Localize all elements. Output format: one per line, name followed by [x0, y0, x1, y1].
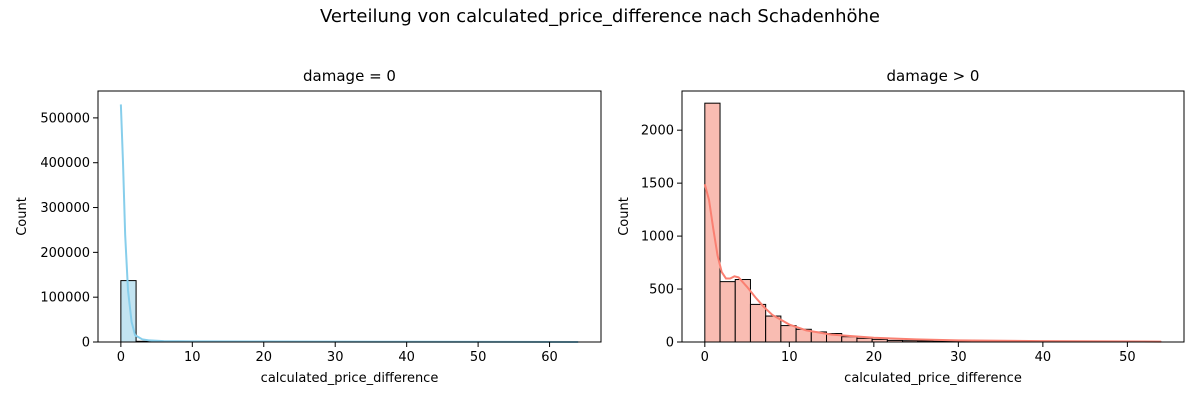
y-tick-label: 400000	[40, 156, 90, 171]
x-tick-label: 0	[117, 350, 125, 365]
chart-title: damage > 0	[887, 67, 980, 85]
x-tick-label: 50	[1119, 350, 1136, 365]
chart-title: damage = 0	[303, 67, 396, 85]
x-tick-label: 30	[327, 350, 344, 365]
x-tick-label: 40	[398, 350, 415, 365]
y-tick-label: 1500	[641, 177, 674, 192]
y-tick-label: 1000	[641, 230, 674, 245]
y-tick-label: 2000	[641, 124, 674, 139]
x-tick-label: 50	[470, 350, 487, 365]
y-tick-label: 500	[649, 283, 674, 298]
panel-damage-zero: damage = 0 0 10 20 30 40 50 60 0 100000 200000 30…	[15, 67, 602, 386]
x-axis-label: calculated_price_difference	[844, 371, 1022, 386]
y-tick-label: 0	[666, 336, 674, 351]
x-tick-label: 10	[184, 350, 201, 365]
histogram-bars	[704, 102, 1162, 343]
x-axis-label: calculated_price_difference	[261, 371, 439, 386]
histogram-bar	[719, 281, 736, 343]
y-tick-label: 300000	[40, 201, 90, 216]
y-tick-label: 100000	[40, 291, 90, 306]
y-tick-label: 0	[82, 336, 90, 351]
x-tick-label: 40	[1035, 350, 1052, 365]
x-axis-ticks: 0 10 20 30 40 50	[701, 342, 1136, 365]
x-tick-label: 60	[541, 350, 558, 365]
figure-suptitle: Verteilung von calculated_price_differen…	[320, 6, 880, 27]
histogram-bar	[780, 325, 797, 343]
kde-line	[703, 183, 1162, 343]
y-tick-label: 500000	[40, 111, 90, 126]
x-tick-label: 30	[950, 350, 967, 365]
panel-damage-positive: damage > 0 0 10 20 30 40 50 0500100015002000 …	[617, 67, 1185, 386]
y-axis-ticks: 0 500 1000 1500 2000	[641, 124, 682, 351]
kde-line	[119, 104, 579, 343]
y-axis-label: Count	[617, 197, 632, 236]
x-axis-ticks: 0 10 20 30 40 50 60	[117, 342, 558, 365]
y-axis-label: Count	[15, 197, 30, 236]
histogram-bar	[765, 315, 782, 343]
x-tick-label: 20	[866, 350, 883, 365]
histogram-bars	[120, 280, 274, 343]
histogram-bar	[749, 303, 767, 343]
y-tick-label: 200000	[40, 246, 90, 261]
y-axis-ticks: 0 100000 200000 300000 400000 500000	[40, 111, 98, 351]
histogram-bar	[856, 337, 873, 343]
x-tick-label: 10	[781, 350, 798, 365]
x-tick-label: 0	[701, 350, 709, 365]
plot-frame	[97, 90, 602, 343]
histogram-bar	[841, 336, 858, 343]
plot-frame	[681, 90, 1185, 343]
x-tick-label: 20	[255, 350, 272, 365]
